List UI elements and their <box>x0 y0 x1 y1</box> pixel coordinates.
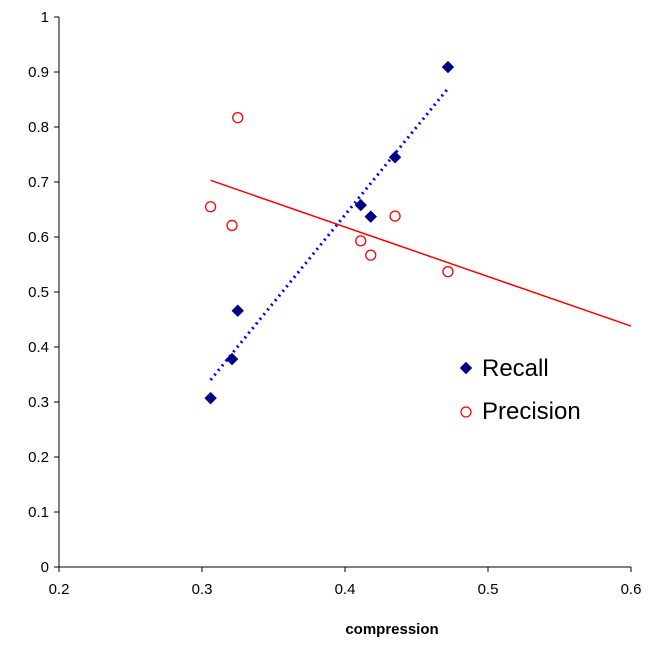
y-tick-label: 0.6 <box>28 229 49 246</box>
point-recall <box>231 304 244 317</box>
y-tick-label: 0.9 <box>28 64 49 81</box>
trendlines <box>209 87 632 381</box>
y-tick-label: 0.5 <box>28 284 49 301</box>
point-recall <box>204 391 217 405</box>
point-recall <box>441 60 455 74</box>
x-tick-label: 0.4 <box>335 581 356 598</box>
point-recall <box>364 210 377 223</box>
y-tick-label: 0.8 <box>28 119 49 136</box>
point-precision <box>226 219 238 232</box>
point-precision <box>365 249 377 261</box>
axes: 0 0.1 0.2 0.3 0.4 0.5 0.6 0.7 0.8 0.9 1 0.2 0.3 0.4 0.… <box>28 9 641 598</box>
y-tick-label: 1 <box>41 9 49 26</box>
point-recall <box>388 151 402 164</box>
legend: Recall Precision <box>459 355 581 425</box>
y-tick-label: 0.1 <box>28 504 49 521</box>
point-recall <box>354 198 367 212</box>
legend-diamond-marker <box>459 361 473 375</box>
x-tick-label: 0.6 <box>621 581 642 598</box>
point-precision <box>355 235 367 247</box>
legend-item-precision: Precision <box>460 398 581 425</box>
data-points <box>204 60 455 405</box>
x-axis-title: compression <box>345 621 438 638</box>
point-precision <box>232 112 244 124</box>
point-precision <box>204 201 217 213</box>
y-tick-label: 0.3 <box>28 394 49 411</box>
point-precision <box>389 210 401 222</box>
legend-circle-marker <box>460 406 472 418</box>
x-tick-label: 0.3 <box>192 581 213 598</box>
x-tick-label: 0.2 <box>49 581 70 598</box>
y-tick-label: 0.2 <box>28 449 49 466</box>
trendline-recall <box>209 87 450 381</box>
legend-label-precision: Precision <box>482 398 581 425</box>
y-tick-label: 0.7 <box>28 174 49 191</box>
point-precision <box>442 265 454 278</box>
legend-label-recall: Recall <box>482 355 549 382</box>
point-recall <box>225 352 239 366</box>
y-tick-label: 0.4 <box>28 339 49 356</box>
legend-item-recall: Recall <box>459 355 549 382</box>
x-tick-label: 0.5 <box>478 581 499 598</box>
trendline-precision <box>210 179 632 327</box>
y-tick-label: 0 <box>41 559 49 576</box>
